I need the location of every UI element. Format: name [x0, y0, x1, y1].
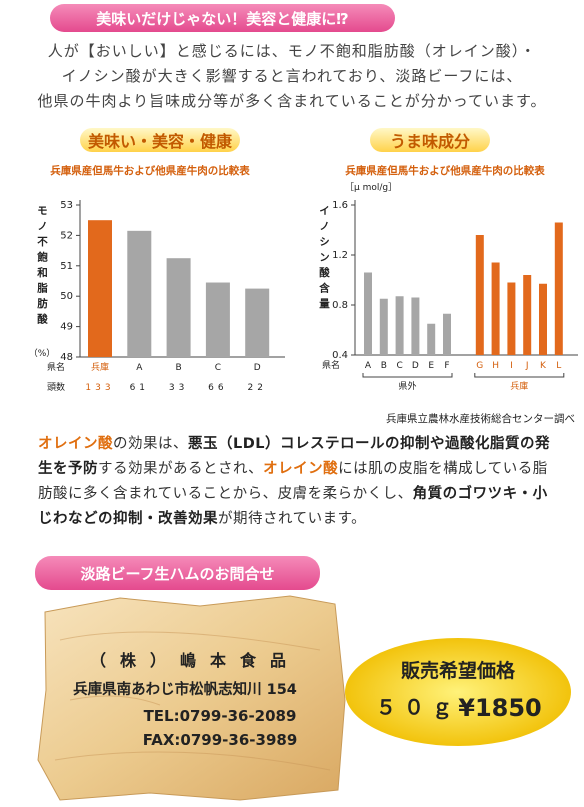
counts-label: 頭数 [47, 381, 65, 393]
chart-banner: うま味成分 [370, 128, 490, 152]
x-tick-label: D [412, 361, 419, 371]
x-tick-label: C [215, 363, 221, 373]
bar [166, 258, 191, 357]
y-tick-label: 1.2 [332, 250, 348, 261]
y-unit: （%） [29, 348, 56, 359]
x-tick-label: A [365, 361, 372, 371]
x-tick-label: J [525, 361, 529, 371]
intro-line: イノシン酸が大きく影響すると言われており、淡路ビーフには、 [61, 67, 523, 85]
y-tick-label: 50 [60, 291, 73, 302]
text: には肌の皮脂を構成している脂肪酸に多く含まれていることから、皮膚を柔らかくし、 [38, 461, 548, 502]
group-label: 兵庫 [510, 380, 528, 392]
group-bracket [362, 373, 453, 378]
bar [205, 282, 230, 357]
x-tick-label: 兵庫 [91, 361, 109, 373]
bar [443, 313, 451, 355]
x-tick-label: A [136, 363, 143, 373]
text: 悪玉（LDL）コレステロールの抑制や過酸化脂質の発生を予防 [38, 436, 551, 477]
x-tick-label: I [510, 361, 513, 371]
bar [427, 323, 436, 355]
y-tick-label: 51 [60, 261, 73, 272]
header-title: 美味いだけじゃない！美容と健康に⁉ [50, 4, 395, 32]
chart-subtitle: 兵庫県産但馬牛および他県産牛肉の比較表 [345, 164, 545, 177]
text: オレイン酸 [263, 461, 339, 477]
x-tick-label: D [254, 363, 261, 373]
bar [507, 282, 516, 355]
count: 66 [208, 383, 227, 393]
chart-banner: 美味い・美容・健康 [80, 128, 240, 152]
count: 133 [85, 383, 114, 393]
y-tick-label: 48 [60, 352, 73, 363]
x-tick-label: H [492, 361, 499, 371]
fax: FAX:0799-36-3989 [143, 731, 298, 749]
bar [245, 288, 270, 357]
y-tick-label: 53 [60, 200, 73, 211]
tel: TEL:0799-36-2089 [144, 707, 297, 725]
count: 61 [130, 383, 149, 393]
contact-title: 淡路ビーフ生ハムのお問合せ [35, 556, 320, 590]
body-text: オレイン酸の効果は、悪玉（LDL）コレステロールの抑制や過酸化脂質の発生を予防す… [38, 432, 558, 532]
chart-subtitle: 兵庫県産但馬牛および他県産牛肉の比較表 [50, 164, 250, 177]
bar [554, 222, 563, 355]
bar [539, 283, 547, 355]
y-tick-label: 1.6 [332, 200, 348, 211]
x-tick-label: B [381, 361, 387, 371]
text: する効果があるとされ、 [98, 461, 264, 477]
x-tick-label: L [556, 361, 561, 371]
intro-line: 他県の牛肉より旨味成分等が多く含まれていることが分かっています。 [37, 92, 547, 110]
group-label: 県外 [398, 380, 416, 392]
company: （株）嶋本食品 [90, 651, 300, 670]
bar [379, 298, 388, 355]
y-tick-label: 0.8 [332, 300, 348, 311]
x-tick-label: E [428, 361, 434, 371]
text: 角質のゴワツキ・小じわなどの抑制・改善効果 [38, 486, 548, 527]
text: オレイン酸 [38, 436, 113, 452]
price-oval [345, 638, 571, 746]
bar [88, 220, 112, 357]
address: 兵庫県南あわじ市松帆志知川 154 [73, 680, 297, 698]
price-label: 販売希望価格 [401, 659, 516, 682]
wood-board [37, 595, 346, 801]
text: が期待されています。 [218, 511, 367, 527]
y-axis-label: モノ不飽和脂肪酸 [36, 205, 48, 329]
bar [475, 235, 484, 355]
x-tick-label: B [176, 363, 182, 373]
bar [523, 275, 532, 355]
row-label: 県名 [47, 361, 65, 373]
y-tick-label: 49 [60, 322, 73, 333]
y-tick-label: 0.4 [332, 350, 348, 361]
x-tick-label: K [540, 361, 547, 371]
row-label: 県名 [322, 359, 340, 371]
bar [364, 272, 372, 355]
x-tick-label: F [444, 361, 449, 371]
price-amount: ¥1850 [458, 694, 542, 722]
bar [411, 297, 420, 355]
bar [491, 262, 500, 355]
group-bracket [474, 373, 565, 378]
text: の効果は、 [113, 436, 188, 452]
wood-grain [54, 631, 331, 771]
charts: 兵庫県産但馬牛および他県産牛肉の比較表 48 49 50 51 52 53 モノ不飽和脂肪酸 （… [29, 164, 578, 425]
source: 兵庫県立農林水産技術総合センター調べ [386, 412, 575, 425]
x-tick-label: G [476, 361, 483, 371]
bar [127, 230, 152, 357]
price-size: ５０ｇ [376, 695, 460, 720]
y-tick-label: 52 [60, 230, 73, 241]
y-axis-label: イノシン酸含量 [318, 205, 330, 314]
x-tick-label: C [396, 361, 402, 371]
intro-line: 人が【おいしい】と感じるには、モノ不飽和脂肪酸（オレイン酸）・ [47, 42, 537, 60]
y-unit: ［μ mol/g］ [345, 182, 397, 193]
bar [395, 296, 404, 355]
count: 33 [169, 383, 188, 393]
count: 22 [247, 383, 266, 393]
